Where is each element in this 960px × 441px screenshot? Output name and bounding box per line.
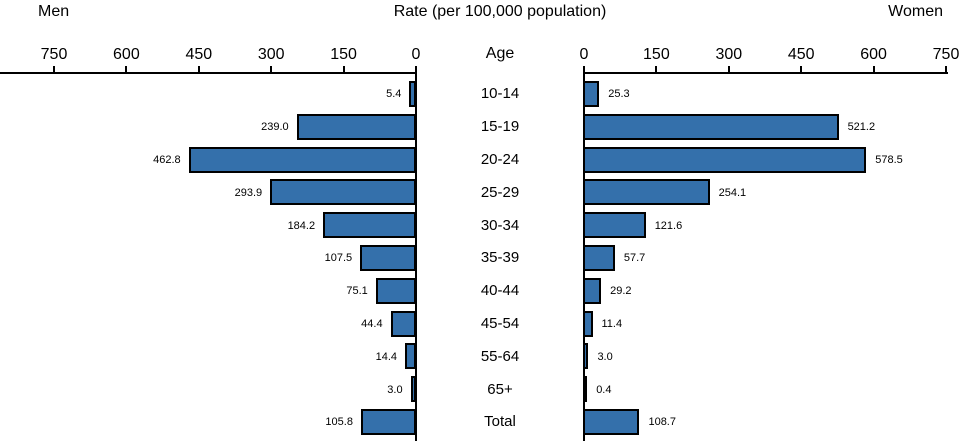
men-zero-baseline	[415, 72, 417, 441]
value-label-women: 521.2	[847, 121, 876, 134]
age-group-label: 65+	[487, 380, 513, 398]
bar-men	[270, 179, 416, 206]
men-axis-line	[0, 72, 417, 74]
bar-men	[410, 376, 416, 403]
men-axis-tick	[342, 66, 345, 72]
women-series-title: Women	[888, 3, 943, 20]
bar-men	[296, 113, 416, 140]
bar-men	[405, 343, 416, 370]
value-label-women: 11.4	[601, 318, 623, 330]
bar-men	[390, 310, 416, 337]
men-axis-tick-label: 600	[113, 46, 140, 63]
age-group-label: 30-34	[480, 216, 520, 234]
value-label-women: 29.2	[610, 285, 632, 298]
bar-men	[360, 409, 416, 435]
women-axis-tick	[727, 66, 730, 72]
men-axis-tick-label: 750	[40, 46, 68, 63]
men-axis-tick-label: 300	[257, 46, 285, 63]
value-label-women: 3.0	[597, 350, 613, 363]
bar-women	[583, 409, 640, 435]
bar-women	[583, 310, 593, 337]
men-axis-tick-label: 150	[330, 46, 357, 63]
value-label-men: 75.1	[346, 285, 368, 298]
men-axis-tick	[197, 66, 200, 72]
age-group-label: Total	[484, 413, 516, 431]
men-axis-tick	[53, 66, 55, 72]
women-axis-tick-label: 150	[643, 46, 670, 63]
bar-women	[583, 245, 615, 271]
chart-title: Rate (per 100,000 population)	[393, 3, 607, 20]
bar-men	[188, 146, 416, 173]
bar-men	[323, 212, 416, 239]
bar-men	[360, 245, 416, 271]
age-group-label: 20-24	[480, 151, 520, 168]
value-label-men: 3.0	[387, 383, 403, 396]
women-axis-line	[583, 72, 948, 74]
age-group-label: 45-54	[480, 315, 520, 332]
women-axis-tick-label: 0	[579, 46, 589, 63]
value-label-women: 57.7	[623, 252, 646, 265]
bar-women	[583, 212, 646, 239]
value-label-women: 0.4	[596, 383, 612, 396]
women-axis-tick-label: 450	[787, 46, 815, 63]
men-axis-tick	[125, 66, 128, 72]
value-label-women: 254.1	[718, 186, 747, 199]
women-axis-tick-label: 600	[860, 46, 887, 63]
age-axis-label: Age	[485, 45, 515, 62]
men-axis-tick-label: 0	[411, 46, 421, 63]
value-label-women: 121.6	[654, 219, 683, 232]
age-group-label: 10-14	[480, 85, 520, 103]
bar-women	[583, 81, 600, 107]
age-group-label: 25-29	[480, 183, 520, 201]
value-label-men: 5.4	[386, 88, 402, 101]
women-axis-tick-label: 750	[932, 46, 960, 63]
value-label-men: 44.4	[361, 318, 383, 330]
bar-women	[583, 343, 589, 370]
bar-women	[583, 113, 839, 140]
value-label-men: 107.5	[324, 252, 353, 265]
women-axis-tick	[800, 66, 803, 72]
value-label-men: 14.4	[375, 350, 398, 363]
men-axis-tick	[415, 66, 417, 72]
value-label-men: 105.8	[325, 416, 353, 429]
bar-women	[583, 376, 588, 403]
women-axis-tick-label: 300	[715, 46, 743, 63]
bar-women	[583, 146, 867, 173]
value-label-men: 293.9	[234, 186, 263, 199]
women-axis-tick	[583, 66, 585, 72]
women-axis-tick	[872, 66, 875, 72]
value-label-women: 25.3	[608, 88, 630, 101]
bar-women	[583, 277, 602, 304]
bar-men	[375, 277, 416, 304]
value-label-men: 239.0	[261, 121, 289, 134]
age-group-label: 40-44	[480, 282, 520, 300]
men-axis-tick	[270, 66, 273, 72]
age-group-label: 55-64	[480, 347, 520, 365]
age-group-label: 15-19	[480, 118, 520, 136]
women-axis-tick	[655, 66, 658, 72]
bar-women	[583, 179, 710, 206]
age-group-label: 35-39	[480, 249, 520, 267]
women-axis-tick	[945, 66, 947, 72]
men-axis-tick-label: 450	[185, 46, 213, 63]
bar-men	[409, 81, 416, 107]
value-label-women: 108.7	[648, 416, 676, 429]
value-label-men: 184.2	[287, 219, 316, 232]
value-label-men: 462.8	[153, 154, 181, 166]
men-series-title: Men	[38, 3, 70, 20]
value-label-women: 578.5	[875, 154, 903, 166]
